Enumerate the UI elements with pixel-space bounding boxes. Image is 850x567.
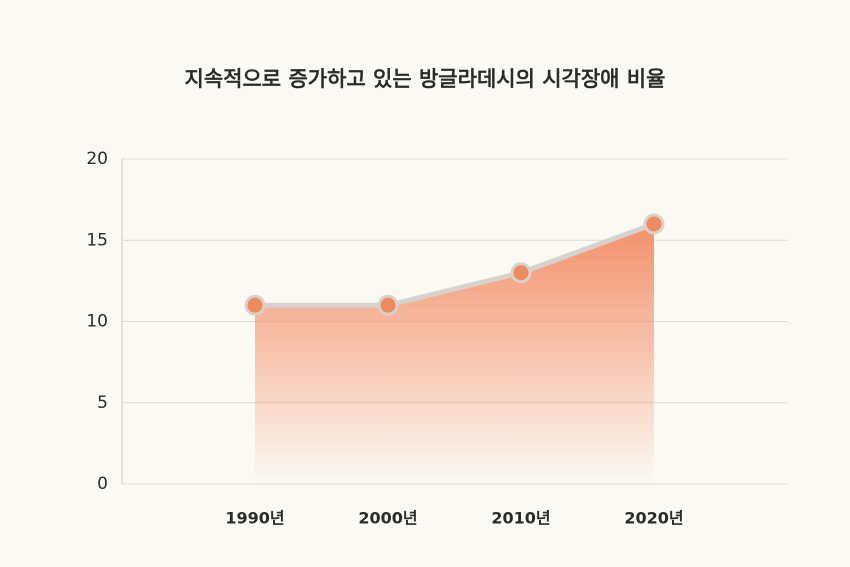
line	[255, 221, 655, 308]
y-tick-label: 15	[86, 230, 108, 250]
marker	[643, 213, 665, 235]
y-tick-label: 10	[86, 312, 108, 332]
marker	[377, 294, 399, 316]
y-tick-label: 20	[86, 149, 108, 169]
y-tick-label: 5	[97, 393, 108, 413]
chart-title: 지속적으로 증가하고 있는 방글라데시의 시각장애 비율	[185, 67, 666, 91]
x-tick-label: 2020년	[624, 509, 683, 528]
x-tick-label: 1990년	[225, 509, 284, 528]
x-tick-label: 2000년	[358, 509, 417, 528]
marker	[244, 294, 266, 316]
area	[255, 224, 654, 484]
marker	[510, 262, 532, 284]
x-tick-label: 2010년	[491, 509, 550, 528]
y-tick-label: 0	[97, 474, 108, 494]
